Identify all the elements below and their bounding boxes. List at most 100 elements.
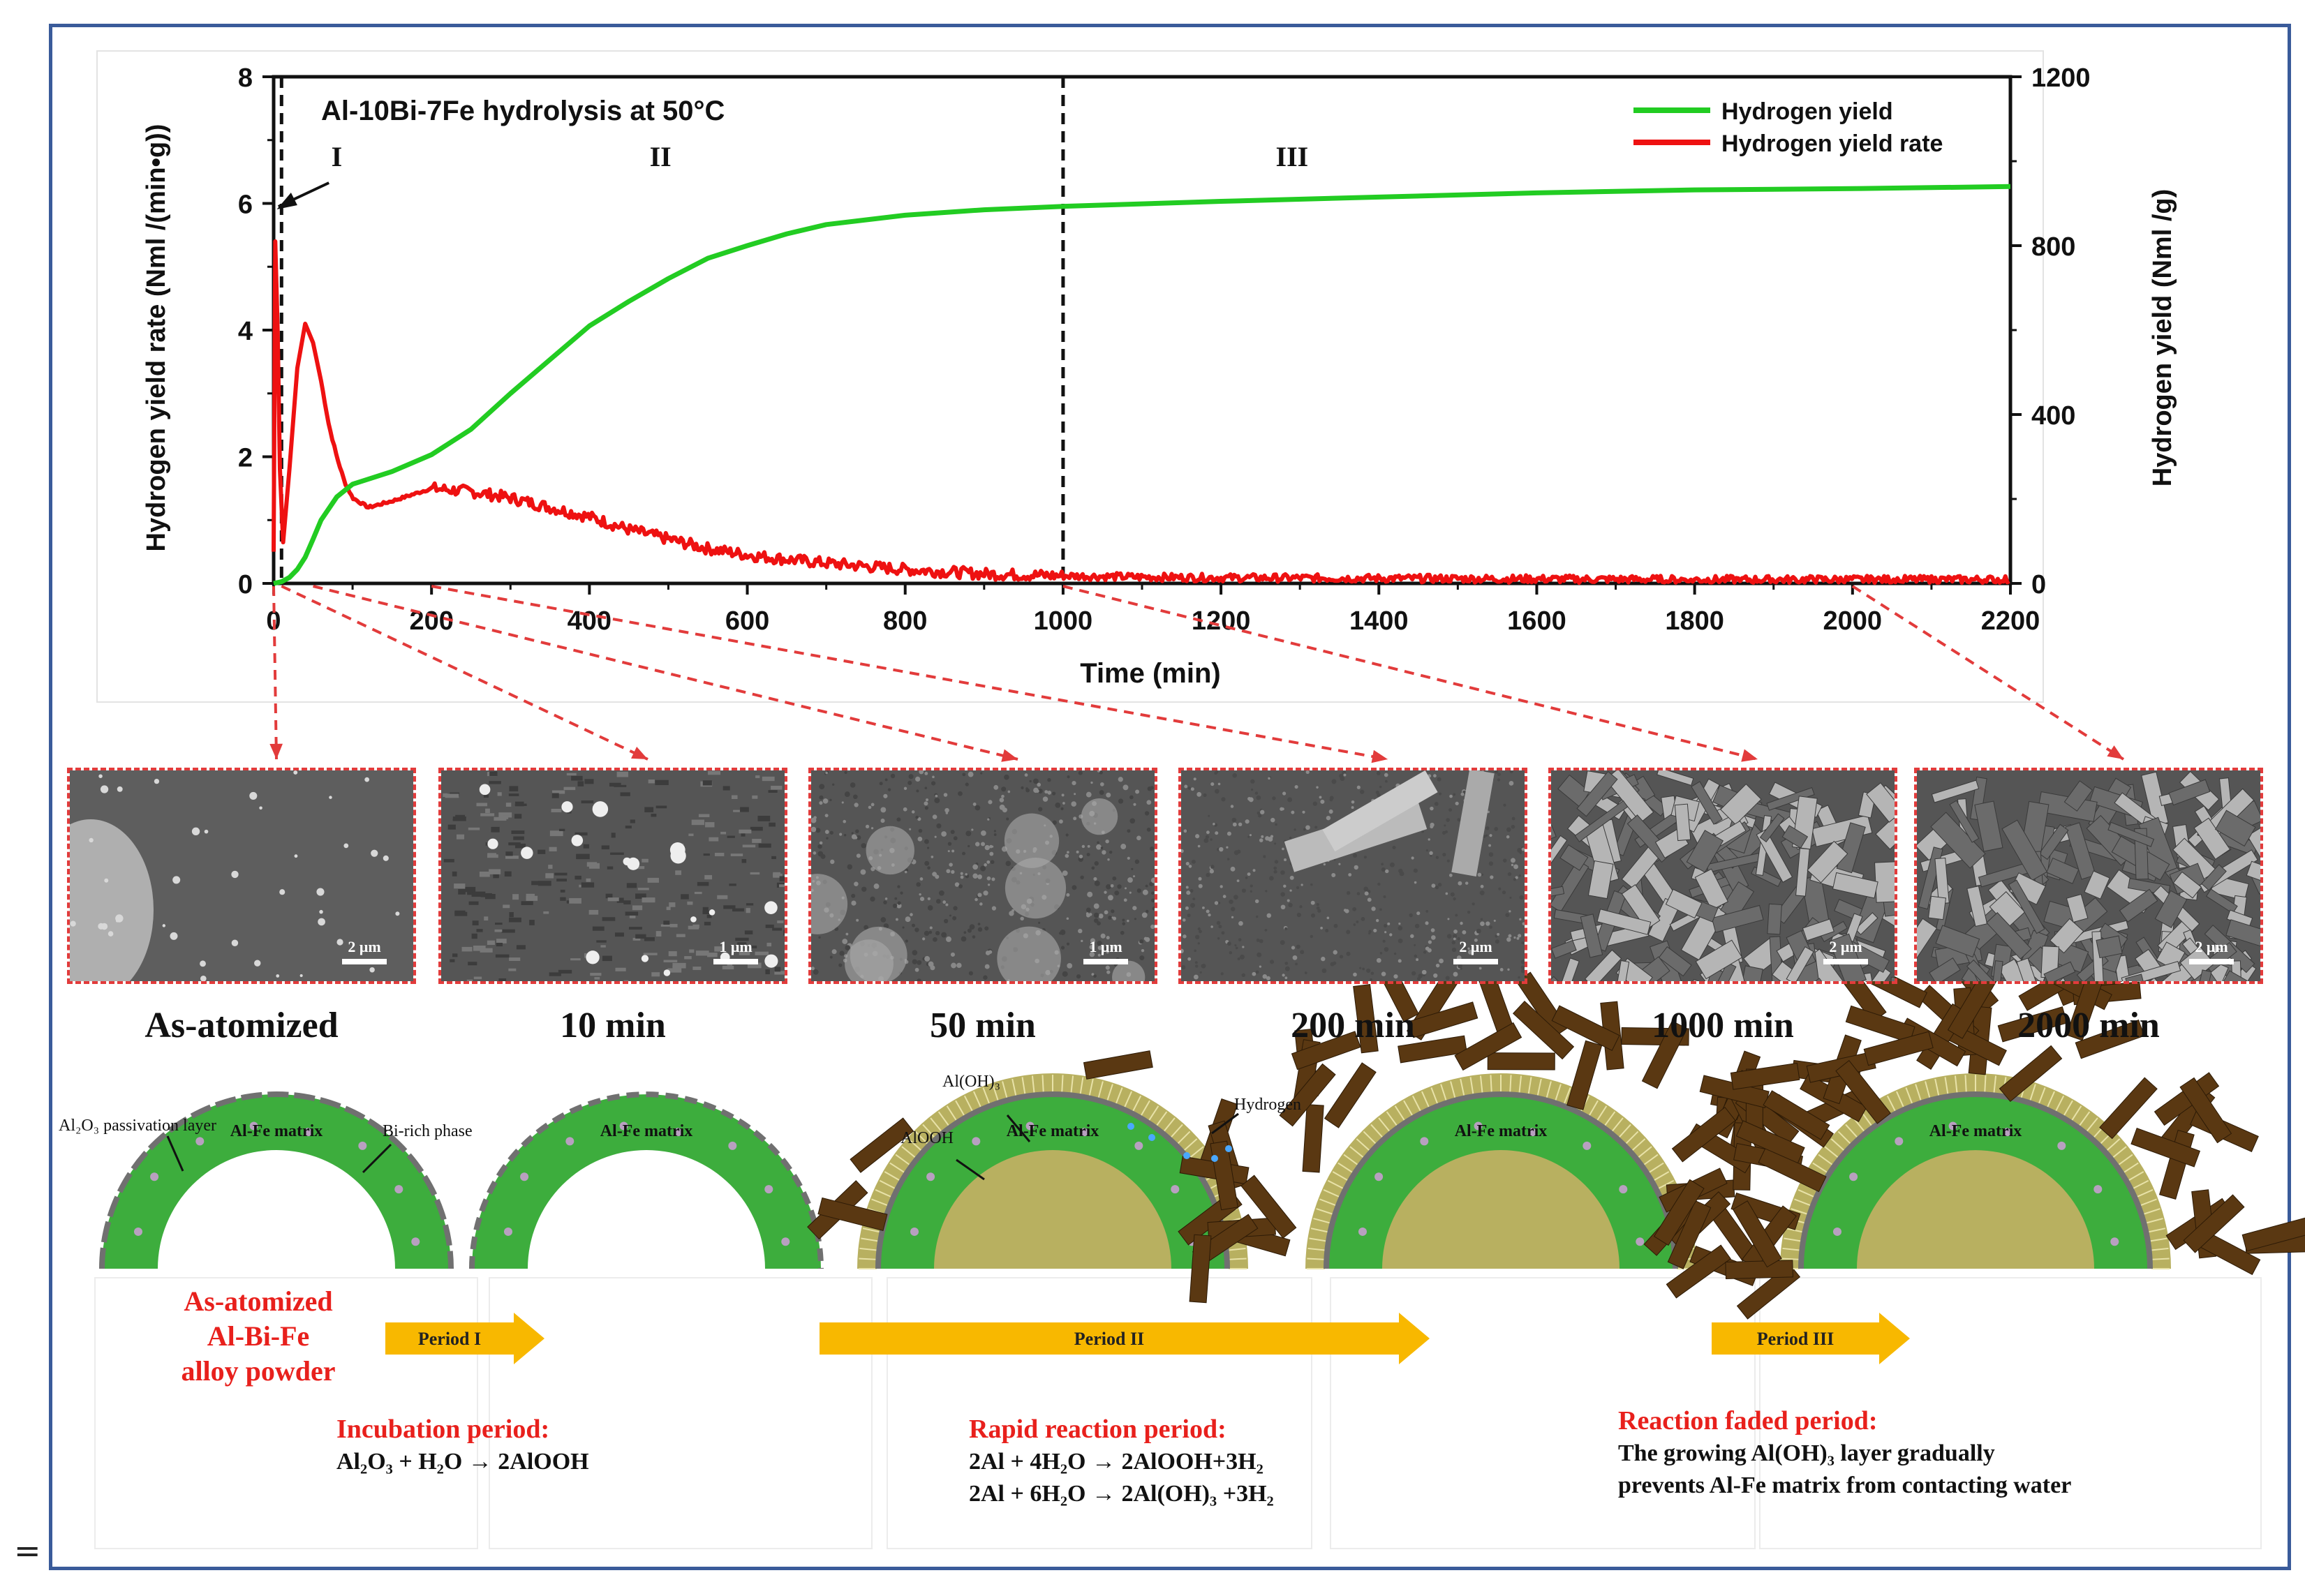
sem-grain xyxy=(692,967,702,970)
sem-grain xyxy=(819,795,824,800)
aloh3-crystal xyxy=(1083,1050,1153,1080)
rapid-period-text: Rapid reaction period: 2Al + 4H₂O → 2AlO… xyxy=(969,1412,1274,1510)
sem-grain xyxy=(703,853,710,856)
sem-grain xyxy=(1352,907,1357,911)
sem-grain xyxy=(602,955,612,962)
sem-grain xyxy=(1291,810,1295,814)
sem-grain xyxy=(1033,778,1039,784)
sem-crystal xyxy=(1596,909,1652,935)
sem-grain xyxy=(496,942,503,947)
sem-grain xyxy=(1498,887,1502,890)
alooh-stripe xyxy=(1132,1095,1142,1112)
sem-crystal xyxy=(1890,976,1895,981)
sem-grain xyxy=(1273,870,1277,874)
sem-grain xyxy=(1076,974,1081,979)
alooh-stripe xyxy=(1460,1078,1465,1097)
alooh-stripe xyxy=(2149,1237,2167,1242)
sem-grain xyxy=(873,883,880,889)
sem-grain xyxy=(1330,962,1335,967)
sem-grain xyxy=(1519,895,1524,900)
sem-grain xyxy=(1036,789,1039,793)
sem-grain xyxy=(880,917,887,923)
bi-rich-phase-dot xyxy=(150,1172,159,1181)
sem-grain xyxy=(1090,781,1093,784)
sem-grain xyxy=(946,869,951,874)
passivation-layer-label: Al₂O₃ passivation layer xyxy=(59,1117,217,1135)
sem-grain xyxy=(607,866,614,870)
sem-grain xyxy=(1316,906,1320,910)
sem-grain xyxy=(941,932,947,938)
sem-grain xyxy=(1187,786,1192,790)
sem-grain xyxy=(1502,890,1506,895)
sem-grain xyxy=(496,939,507,944)
sem-grain xyxy=(1221,931,1225,935)
sem-crystal xyxy=(1917,918,1938,981)
al-fe-matrix xyxy=(1801,1094,2150,1269)
sem-grain xyxy=(947,850,950,853)
sem-grain xyxy=(588,863,600,869)
sem-particle xyxy=(709,909,716,916)
sem-grain xyxy=(476,929,483,932)
sem-grain xyxy=(830,859,835,865)
sem-grain xyxy=(1416,911,1421,916)
hydrogen-bubble xyxy=(1127,1123,1134,1130)
sem-grain xyxy=(1106,884,1111,890)
sem-grain xyxy=(755,951,769,955)
sem-grain xyxy=(558,969,572,974)
sem-grain xyxy=(1098,913,1104,919)
sem-grain xyxy=(1210,782,1215,786)
sem-grain xyxy=(1217,937,1220,940)
sem-grain xyxy=(1074,793,1076,796)
period-label: I xyxy=(332,141,343,172)
sem-grain xyxy=(1509,910,1511,913)
sem-grain xyxy=(1073,816,1077,821)
alooh-stripe xyxy=(1042,1075,1044,1094)
sem-crystal xyxy=(2195,969,2212,981)
hydrogen-bubble xyxy=(1225,1145,1232,1152)
sem-grain xyxy=(1231,907,1236,911)
sem-crystal xyxy=(1756,828,1793,883)
sem-grain xyxy=(1038,921,1041,924)
sem-grain xyxy=(1287,899,1290,902)
passivation-layer xyxy=(1324,1091,1678,1269)
sem-grain xyxy=(1127,829,1131,833)
sem-grain xyxy=(843,833,847,837)
sem-grain xyxy=(1065,853,1069,858)
bi-rich-phase-dot xyxy=(1134,1141,1143,1150)
sem-grain xyxy=(855,829,859,833)
sem-grain xyxy=(512,894,519,900)
sem-grain xyxy=(892,903,898,909)
sem-grain xyxy=(1187,913,1191,918)
sem-grain xyxy=(454,911,468,916)
sem-grain xyxy=(706,914,712,918)
sem-grain xyxy=(824,830,829,834)
sem-grain xyxy=(1245,819,1250,824)
sem-grain xyxy=(826,837,829,840)
sem-grain xyxy=(1209,869,1214,874)
sem-grain xyxy=(479,871,490,877)
sem-grain xyxy=(1072,885,1077,890)
sem-particle xyxy=(670,848,686,864)
sem-grain xyxy=(1483,835,1486,838)
alooh-stripe xyxy=(1176,1131,1191,1145)
sem-grain xyxy=(1089,945,1094,950)
incubation-eq-1: Al₂O₃ + H₂O → 2AlOOH xyxy=(336,1449,589,1475)
sem-grain xyxy=(1325,929,1329,933)
sem-grain xyxy=(945,812,949,814)
sem-scale-bar xyxy=(1083,959,1128,964)
sem-particle xyxy=(764,901,778,914)
sem-grain xyxy=(1146,800,1152,805)
sem-grain xyxy=(554,872,568,876)
sem-grain xyxy=(1326,916,1330,920)
sem-grain xyxy=(508,842,521,846)
sem-grain xyxy=(1220,972,1224,976)
alooh-stripe xyxy=(930,1117,943,1133)
sem-crystal xyxy=(2063,780,2093,812)
sem-grain xyxy=(1118,777,1123,782)
sem-crystal xyxy=(1786,946,1814,981)
sem-grain xyxy=(526,893,535,898)
sem-grain xyxy=(919,893,921,896)
sem-grain xyxy=(1446,859,1450,863)
sem-grain xyxy=(1129,795,1134,800)
sem-grain xyxy=(504,871,512,877)
